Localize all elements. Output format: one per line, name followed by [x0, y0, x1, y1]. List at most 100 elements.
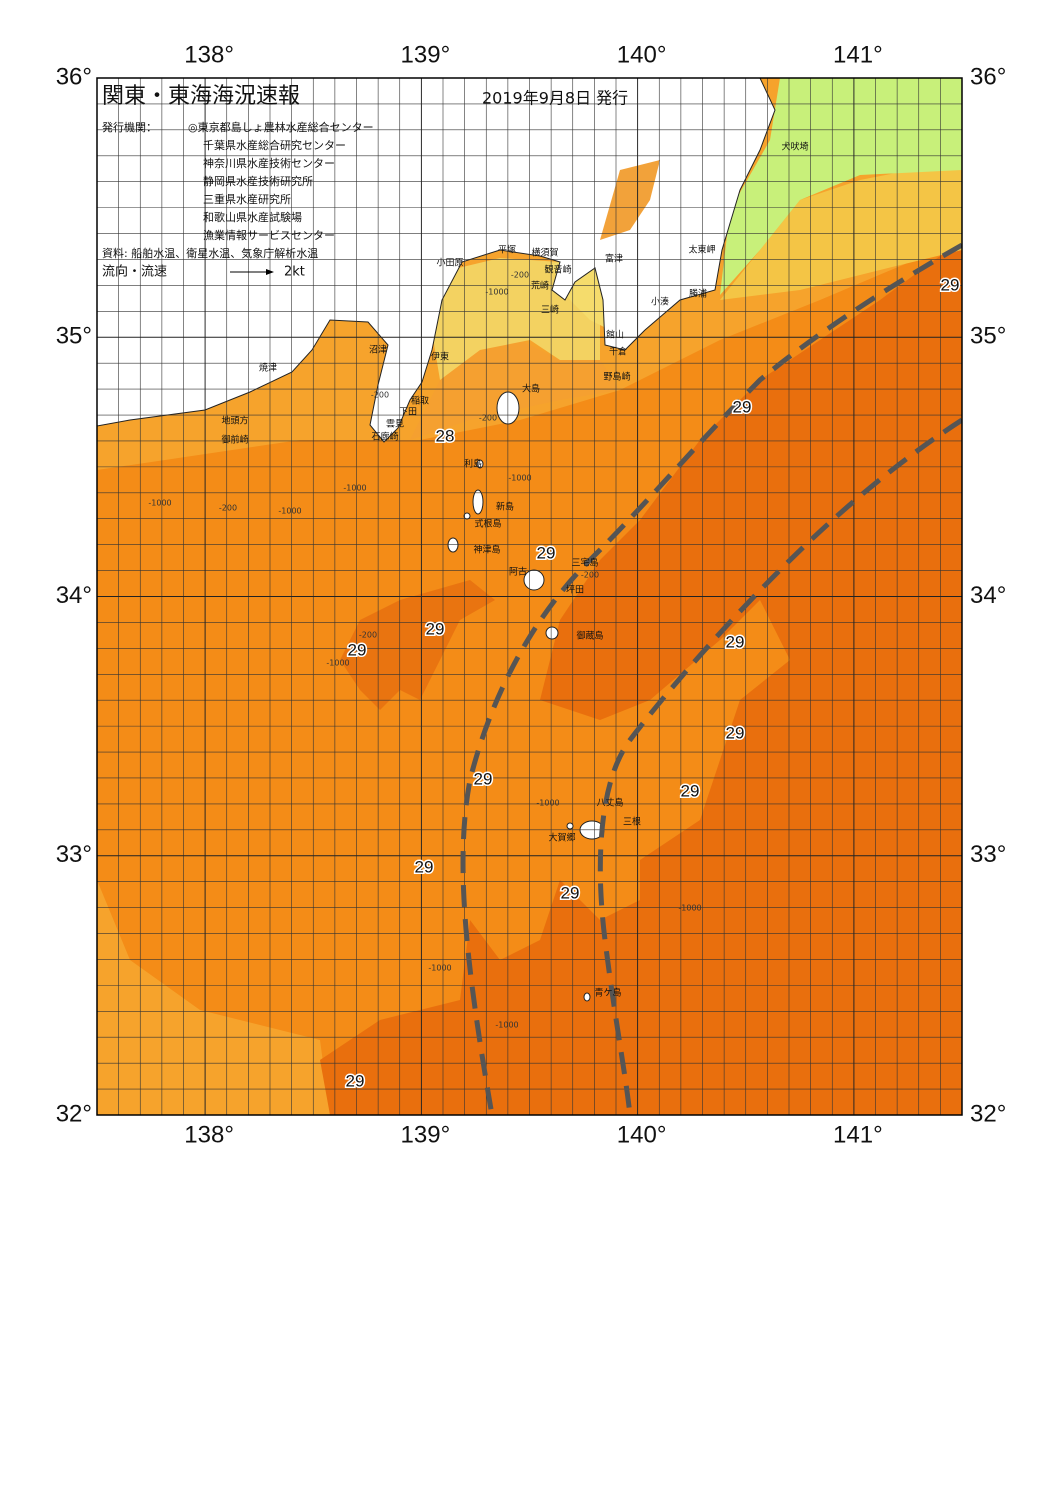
place-name: 小田原: [436, 258, 463, 269]
place-name: 富津: [605, 253, 623, 265]
lat-label-left: 33°: [56, 841, 92, 868]
place-name: 三宅島: [571, 557, 598, 569]
lat-label-right: 35°: [970, 323, 1006, 350]
temperature-label: 29: [348, 640, 367, 659]
place-name: 阿古: [509, 566, 527, 578]
depth-label: -200: [511, 271, 529, 280]
lon-label-bottom: 141°: [833, 1121, 883, 1148]
depth-label: -200: [219, 504, 237, 513]
temperature-label: 29: [474, 769, 493, 788]
place-name: 野島崎: [603, 371, 630, 383]
place-name: 地頭方: [221, 415, 248, 427]
place-name: 御前崎: [221, 434, 248, 446]
lon-label-bottom: 140°: [617, 1121, 667, 1148]
place-name: 伊東: [431, 351, 449, 363]
place-name: 焼津: [259, 363, 277, 374]
lon-label-top: 141°: [833, 41, 883, 68]
lon-label-bottom: 138°: [184, 1121, 234, 1148]
temperature-label: 29: [561, 883, 580, 902]
place-name: 太東岬: [688, 244, 715, 256]
lon-label-top: 139°: [401, 41, 451, 68]
temperature-label: 29: [733, 397, 752, 416]
temperature-label: 29: [941, 275, 960, 294]
issuer: 神奈川県水産技術センター: [203, 156, 335, 170]
title: 関東・東海海況速報: [102, 84, 300, 109]
lat-label-right: 33°: [970, 841, 1006, 868]
legend-scale: 2kt: [284, 265, 305, 280]
depth-label: -200: [581, 571, 599, 580]
lat-label-right: 34°: [970, 582, 1006, 609]
lat-label-left: 36°: [56, 63, 92, 90]
temperature-label: 29: [681, 781, 700, 800]
place-name: 青ケ島: [594, 987, 621, 999]
temperature-label: 28: [436, 426, 455, 445]
lon-label-top: 140°: [617, 41, 667, 68]
temperature-label: 29: [426, 619, 445, 638]
place-name: 利島: [464, 458, 482, 470]
temperature-label: 29: [346, 1071, 365, 1090]
place-name: 稲取: [411, 395, 429, 407]
grid: [97, 78, 962, 1115]
kuroshio-edge: [597, 417, 962, 1115]
place-name: 横須賀: [531, 247, 558, 259]
place-name: 犬吠埼: [781, 141, 808, 153]
place-name: 下田: [399, 407, 417, 418]
depth-label: -200: [371, 391, 389, 400]
place-name: 大賀郷: [548, 832, 575, 844]
place-name: 石廊崎: [371, 431, 398, 443]
issuer: 三重県水産研究所: [203, 192, 291, 206]
legend-arrowhead: [266, 269, 274, 275]
place-name: 小湊: [651, 296, 669, 308]
place-name: 雲見: [386, 419, 404, 430]
issuer: ◎東京都島しょ農林水産総合センター: [188, 120, 374, 134]
depth-label: -1000: [678, 904, 701, 913]
lat-label-right: 36°: [970, 63, 1006, 90]
place-name: 八丈島: [596, 797, 623, 809]
place-name: 三根: [623, 816, 641, 828]
depth-label: -1000: [343, 484, 366, 493]
depth-label: -1000: [508, 474, 531, 483]
lat-label-right: 32°: [970, 1100, 1006, 1127]
sources: 資料: 船舶水温、衛星水温、気象庁解析水温: [102, 246, 318, 260]
place-name: 沼津: [369, 345, 387, 356]
depth-label: -1000: [278, 507, 301, 516]
depth-label: -1000: [428, 964, 451, 973]
temperature-label: 29: [726, 632, 745, 651]
issuer: 千葉県水産総合研究センター: [203, 138, 346, 152]
temperature-label: 29: [537, 543, 556, 562]
depth-label: -200: [359, 631, 377, 640]
place-name: 千倉: [609, 346, 627, 358]
place-name: 観音崎: [544, 264, 571, 276]
place-name: 大島: [522, 383, 540, 395]
depth-label: -1000: [495, 1021, 518, 1030]
depth-label: -1000: [326, 659, 349, 668]
place-name: 式根島: [474, 518, 501, 530]
place-name: 三崎: [541, 304, 559, 316]
place-name: 坪田: [566, 585, 584, 596]
depth-label: -1000: [485, 288, 508, 297]
place-name: 新島: [496, 501, 514, 513]
lon-label-bottom: 139°: [401, 1121, 451, 1148]
place-name: 神津島: [473, 544, 500, 556]
lon-label-top: 138°: [184, 41, 234, 68]
issuers-label: 発行機関：: [102, 120, 157, 134]
place-name: 平塚: [498, 245, 516, 256]
issuer: 漁業情報サービスセンター: [203, 228, 335, 242]
issue-date: 2019年9月8日 発行: [482, 89, 628, 108]
lat-label-left: 34°: [56, 582, 92, 609]
map-frame: [96, 77, 963, 1116]
sea-surface: [97, 78, 962, 1115]
lat-label-left: 32°: [56, 1100, 92, 1127]
depth-label: -200: [479, 414, 497, 423]
issuer: 静岡県水産技術研究所: [203, 174, 313, 188]
kuroshio-axis: [460, 242, 962, 1115]
depth-label: -1000: [148, 499, 171, 508]
place-name: 御蔵島: [576, 630, 603, 642]
temperature-label: 29: [726, 723, 745, 742]
place-name: 勝浦: [689, 288, 707, 300]
place-name: 館山: [606, 329, 624, 341]
legend-label: 流向・流速: [102, 264, 167, 280]
place-name: 荒崎: [531, 280, 549, 292]
